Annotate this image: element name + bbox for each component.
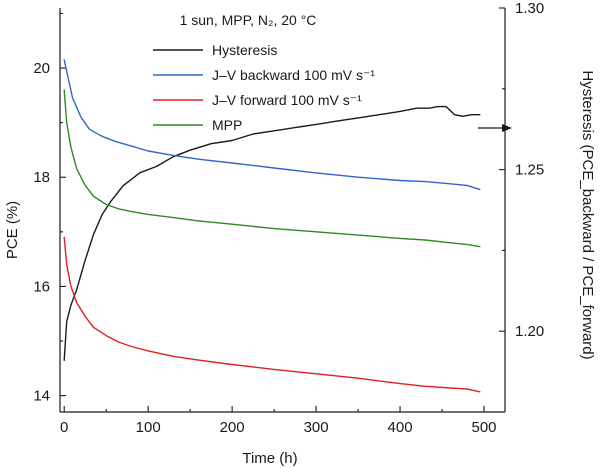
x-tick-label: 0 [60, 419, 68, 436]
legend: Hysteresis J–V backward 100 mV s⁻¹ J–V for… [153, 42, 375, 133]
y-axis-right-label: Hysteresis (PCE_backward / PCE_forward) [579, 70, 596, 359]
legend-label: J–V forward 100 mV s⁻¹ [212, 92, 362, 108]
y-left-tick-label: 20 [33, 60, 50, 77]
legend-label: J–V backward 100 mV s⁻¹ [212, 67, 375, 83]
tick-group: 0 100 200 300 400 500 14 16 18 20 1.20 1.25 1.30 [33, 0, 544, 436]
x-tick-label: 300 [304, 419, 329, 436]
series-line-j-v-backward-100-mv-s [63, 59, 481, 191]
y-right-tick-label: 1.30 [515, 0, 544, 17]
y-left-tick-label: 14 [33, 388, 50, 405]
series-line-mpp [63, 89, 481, 248]
y-axis-left-label: PCE (%) [4, 201, 21, 259]
x-tick-label: 200 [220, 419, 245, 436]
y-right-tick-label: 1.25 [515, 162, 544, 179]
y-right-tick-label: 1.20 [515, 323, 544, 340]
legend-label: Hysteresis [212, 42, 277, 58]
y-left-tick-label: 16 [33, 278, 50, 295]
x-tick-label: 500 [471, 419, 496, 436]
y-left-tick-label: 18 [33, 169, 50, 186]
right-axis-arrow [478, 124, 512, 132]
series-line-j-v-forward-100-mv-s [63, 236, 481, 393]
series-line-hysteresis [63, 105, 481, 361]
legend-label: MPP [212, 117, 242, 133]
condition-label: 1 sun, MPP, N₂, 20 °C [180, 12, 317, 28]
x-axis-label: Time (h) [242, 450, 297, 467]
x-tick-label: 400 [388, 419, 413, 436]
series-group [63, 59, 481, 393]
arrow-head-icon [502, 124, 512, 132]
x-tick-label: 100 [136, 419, 161, 436]
